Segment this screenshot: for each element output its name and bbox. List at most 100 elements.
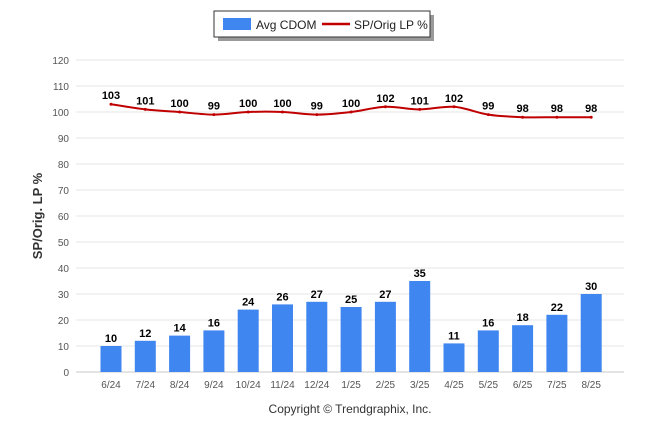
y-tick-label: 50	[58, 238, 70, 249]
line-point	[521, 115, 525, 119]
y-tick-label: 60	[58, 212, 70, 223]
bar	[409, 281, 431, 372]
bar-data-label: 27	[379, 289, 391, 301]
bar-data-label: 11	[448, 330, 460, 342]
line-point	[555, 115, 559, 119]
x-tick-label: 3/25	[410, 380, 430, 391]
bar-data-label: 14	[173, 323, 186, 335]
x-tick-label: 8/25	[581, 380, 601, 391]
bar	[580, 294, 602, 372]
legend-label-avg-cdom: Avg CDOM	[256, 18, 316, 32]
y-tick-label: 90	[58, 134, 70, 145]
y-tick-label: 40	[58, 264, 70, 275]
bar-data-label: 27	[311, 289, 323, 301]
line-point	[349, 110, 353, 114]
line-series	[109, 102, 593, 119]
legend-label-sp-orig-lp: SP/Orig LP %	[354, 18, 428, 32]
line-data-label: 98	[551, 103, 563, 115]
line-data-label: 100	[170, 98, 188, 110]
line-point	[212, 113, 216, 117]
line-point	[143, 107, 147, 111]
line-data-label: 98	[585, 103, 597, 115]
bar-data-labels: 10 12 14 16 24 26 27 25 27 35 11 16 18 22 30	[105, 268, 597, 345]
line-point	[315, 113, 319, 117]
copyright-text: Copyright © Trendgraphix, Inc.	[269, 402, 432, 416]
bar-data-label: 24	[242, 297, 255, 309]
bar	[374, 301, 396, 372]
legend-swatch-avg-cdom	[223, 18, 251, 30]
bar	[134, 340, 156, 372]
bar-data-label: 16	[482, 317, 494, 329]
x-tick-label: 9/24	[204, 380, 224, 391]
line-data-label: 98	[516, 103, 528, 115]
line-data-label: 103	[102, 90, 120, 102]
bars	[100, 281, 602, 372]
line-data-label: 99	[311, 101, 323, 113]
bar	[237, 309, 259, 372]
x-tick-label: 6/25	[513, 380, 533, 391]
x-tick-label: 11/24	[270, 380, 295, 391]
y-tick-labels: 0 10 20 30 40 50 60 70 80 90 100 110 120	[52, 56, 69, 379]
line-data-label: 99	[482, 101, 494, 113]
x-tick-label: 7/24	[136, 380, 156, 391]
y-tick-label: 10	[58, 342, 70, 353]
x-tick-label: 12/24	[304, 380, 329, 391]
x-tick-label: 10/24	[236, 380, 261, 391]
line-point	[418, 107, 422, 111]
bar	[272, 304, 293, 372]
line-data-label: 99	[208, 101, 220, 113]
line-point	[486, 113, 490, 117]
line-point	[281, 110, 284, 114]
line-data-label: 100	[342, 98, 360, 110]
line-data-label: 100	[273, 98, 291, 110]
line-data-label: 102	[445, 93, 463, 105]
line-point	[246, 110, 250, 114]
bar-data-label: 10	[105, 333, 117, 345]
x-tick-label: 6/24	[101, 380, 121, 391]
y-axis-label: SP/Orig. LP %	[30, 172, 45, 259]
line-point	[589, 115, 593, 119]
bar	[203, 330, 225, 372]
legend: Avg CDOM SP/Orig LP %	[213, 10, 434, 41]
bar-data-label: 18	[516, 312, 528, 324]
line-data-label: 101	[136, 95, 154, 107]
line-data-labels: 103 101 100 99 100 100 99 100 102 101 102 99 98 98 98	[102, 90, 598, 115]
y-tick-label: 20	[58, 316, 70, 327]
line-point	[383, 105, 387, 109]
line-data-label: 100	[239, 98, 257, 110]
y-tick-label: 100	[52, 108, 69, 119]
line-point	[178, 110, 182, 114]
y-tick-label: 110	[53, 82, 69, 93]
bar-data-label: 22	[551, 302, 563, 314]
line-point	[109, 102, 113, 106]
x-tick-label: 7/25	[547, 380, 567, 391]
line-point	[452, 105, 456, 109]
y-tick-label: 30	[58, 290, 70, 301]
x-tick-label: 5/25	[479, 380, 499, 391]
bar	[443, 343, 465, 372]
bar	[306, 301, 328, 372]
bar	[546, 314, 568, 372]
bar	[477, 330, 499, 372]
line-data-label: 102	[376, 93, 394, 105]
x-tick-label: 8/24	[170, 380, 190, 391]
line-data-label: 101	[411, 95, 429, 107]
y-tick-label: 80	[58, 160, 70, 171]
x-tick-label: 1/25	[341, 380, 361, 391]
bar-data-label: 30	[585, 281, 597, 293]
y-tick-label: 120	[52, 56, 69, 67]
bar	[340, 307, 362, 372]
bar	[512, 325, 534, 372]
bar	[100, 346, 122, 372]
x-tick-label: 2/25	[376, 380, 396, 391]
y-tick-label: 70	[58, 186, 70, 197]
bar-data-label: 35	[414, 268, 426, 280]
bar-data-label: 12	[139, 328, 151, 340]
y-tick-label: 0	[63, 368, 69, 379]
x-tick-label: 4/25	[444, 380, 464, 391]
x-tick-labels: 6/24 7/24 8/24 9/24 10/24 11/24 12/24 1/25 2/25 3…	[101, 380, 601, 391]
bar	[169, 335, 191, 372]
bar-data-label: 26	[276, 291, 288, 303]
bar-data-label: 25	[345, 294, 357, 306]
